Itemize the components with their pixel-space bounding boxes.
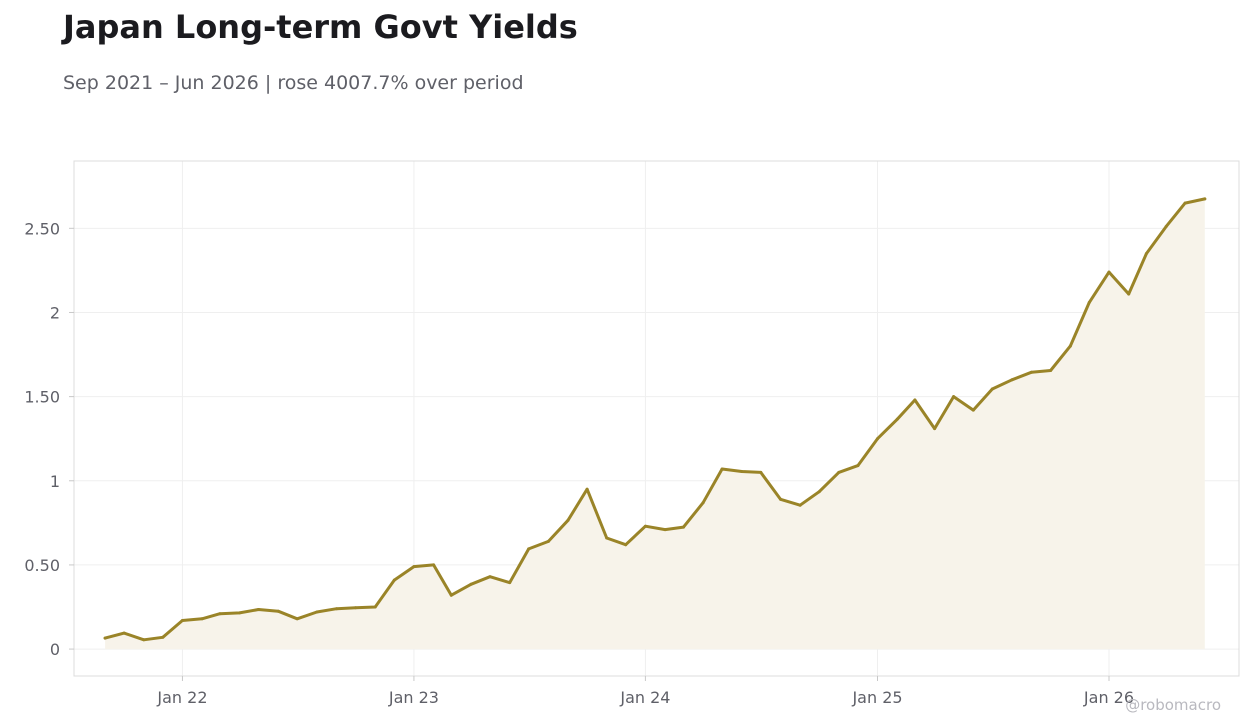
data-point bbox=[546, 539, 550, 543]
data-point bbox=[856, 464, 860, 468]
data-point bbox=[1068, 344, 1072, 348]
data-point bbox=[257, 608, 260, 611]
data-point bbox=[392, 578, 396, 582]
data-point bbox=[354, 606, 358, 610]
data-point bbox=[971, 408, 975, 412]
data-point bbox=[933, 427, 937, 431]
x-tick-label: Jan 25 bbox=[851, 688, 902, 707]
series-area-fill bbox=[105, 198, 1205, 650]
data-point bbox=[605, 536, 609, 540]
y-tick-label: 0 bbox=[50, 640, 60, 659]
data-point bbox=[432, 563, 436, 567]
data-point bbox=[1127, 292, 1131, 296]
data-point bbox=[990, 387, 994, 391]
data-point bbox=[1087, 300, 1091, 304]
data-point bbox=[1030, 370, 1034, 374]
data-point bbox=[663, 528, 667, 532]
data-point bbox=[527, 547, 531, 551]
data-point bbox=[895, 417, 899, 421]
data-point bbox=[952, 395, 956, 399]
data-point bbox=[103, 636, 107, 640]
data-point bbox=[759, 470, 763, 474]
data-point bbox=[624, 543, 628, 547]
data-point bbox=[876, 437, 879, 441]
data-point bbox=[449, 593, 453, 597]
data-point bbox=[161, 635, 165, 639]
data-point bbox=[1049, 369, 1053, 372]
data-points bbox=[103, 197, 1207, 642]
y-axis-ticks: 0 0.50 1 1.50 2 2.50 bbox=[24, 219, 74, 659]
data-point bbox=[779, 497, 782, 501]
y-tick-label: 2.50 bbox=[24, 219, 60, 238]
x-tick-label: Jan 23 bbox=[388, 688, 439, 707]
chart-subtitle: Sep 2021 – Jun 2026 | rose 4007.7% over … bbox=[63, 72, 524, 94]
data-point bbox=[643, 524, 647, 528]
plot-frame bbox=[73, 160, 1240, 677]
data-point bbox=[238, 611, 241, 615]
data-point bbox=[218, 612, 222, 616]
data-point bbox=[315, 610, 319, 614]
y-tick-label: 1.50 bbox=[24, 388, 60, 407]
y-tick-label: 2 bbox=[50, 303, 60, 322]
data-point bbox=[488, 575, 492, 579]
x-tick-label: Jan 24 bbox=[619, 688, 670, 707]
data-point bbox=[817, 490, 821, 494]
x-axis-ticks: Jan 22 Jan 23 Jan 24 Jan 25 Jan 26 bbox=[156, 676, 1134, 707]
data-point bbox=[1010, 378, 1014, 382]
data-point bbox=[720, 467, 724, 471]
data-point bbox=[682, 525, 685, 529]
data-point bbox=[469, 582, 473, 586]
data-point bbox=[335, 607, 339, 611]
data-point bbox=[142, 638, 146, 642]
data-point bbox=[585, 487, 589, 491]
data-point bbox=[200, 617, 204, 621]
data-point bbox=[122, 631, 126, 635]
data-point bbox=[508, 581, 512, 585]
data-point bbox=[1144, 252, 1148, 256]
data-point bbox=[1203, 197, 1207, 201]
data-point bbox=[740, 470, 744, 473]
data-point bbox=[276, 609, 280, 613]
chart-title: Japan Long-term Govt Yields bbox=[63, 8, 578, 46]
watermark-text: @robomacro bbox=[1125, 696, 1221, 714]
data-point bbox=[373, 605, 377, 609]
y-tick-label: 0.50 bbox=[24, 556, 60, 575]
data-point bbox=[1183, 201, 1187, 205]
x-tick-label: Jan 22 bbox=[156, 688, 207, 707]
series-line bbox=[103, 197, 1207, 642]
data-point bbox=[180, 619, 184, 622]
data-point bbox=[913, 398, 917, 402]
data-point bbox=[295, 617, 299, 621]
data-point bbox=[1164, 225, 1168, 229]
data-point bbox=[798, 503, 802, 507]
data-point bbox=[837, 470, 841, 474]
data-point bbox=[566, 518, 570, 522]
x-tick-label: Jan 26 bbox=[1083, 688, 1134, 707]
data-point bbox=[1107, 270, 1111, 274]
y-tick-label: 1 bbox=[50, 472, 60, 491]
data-point bbox=[412, 565, 416, 569]
data-point bbox=[701, 501, 705, 505]
